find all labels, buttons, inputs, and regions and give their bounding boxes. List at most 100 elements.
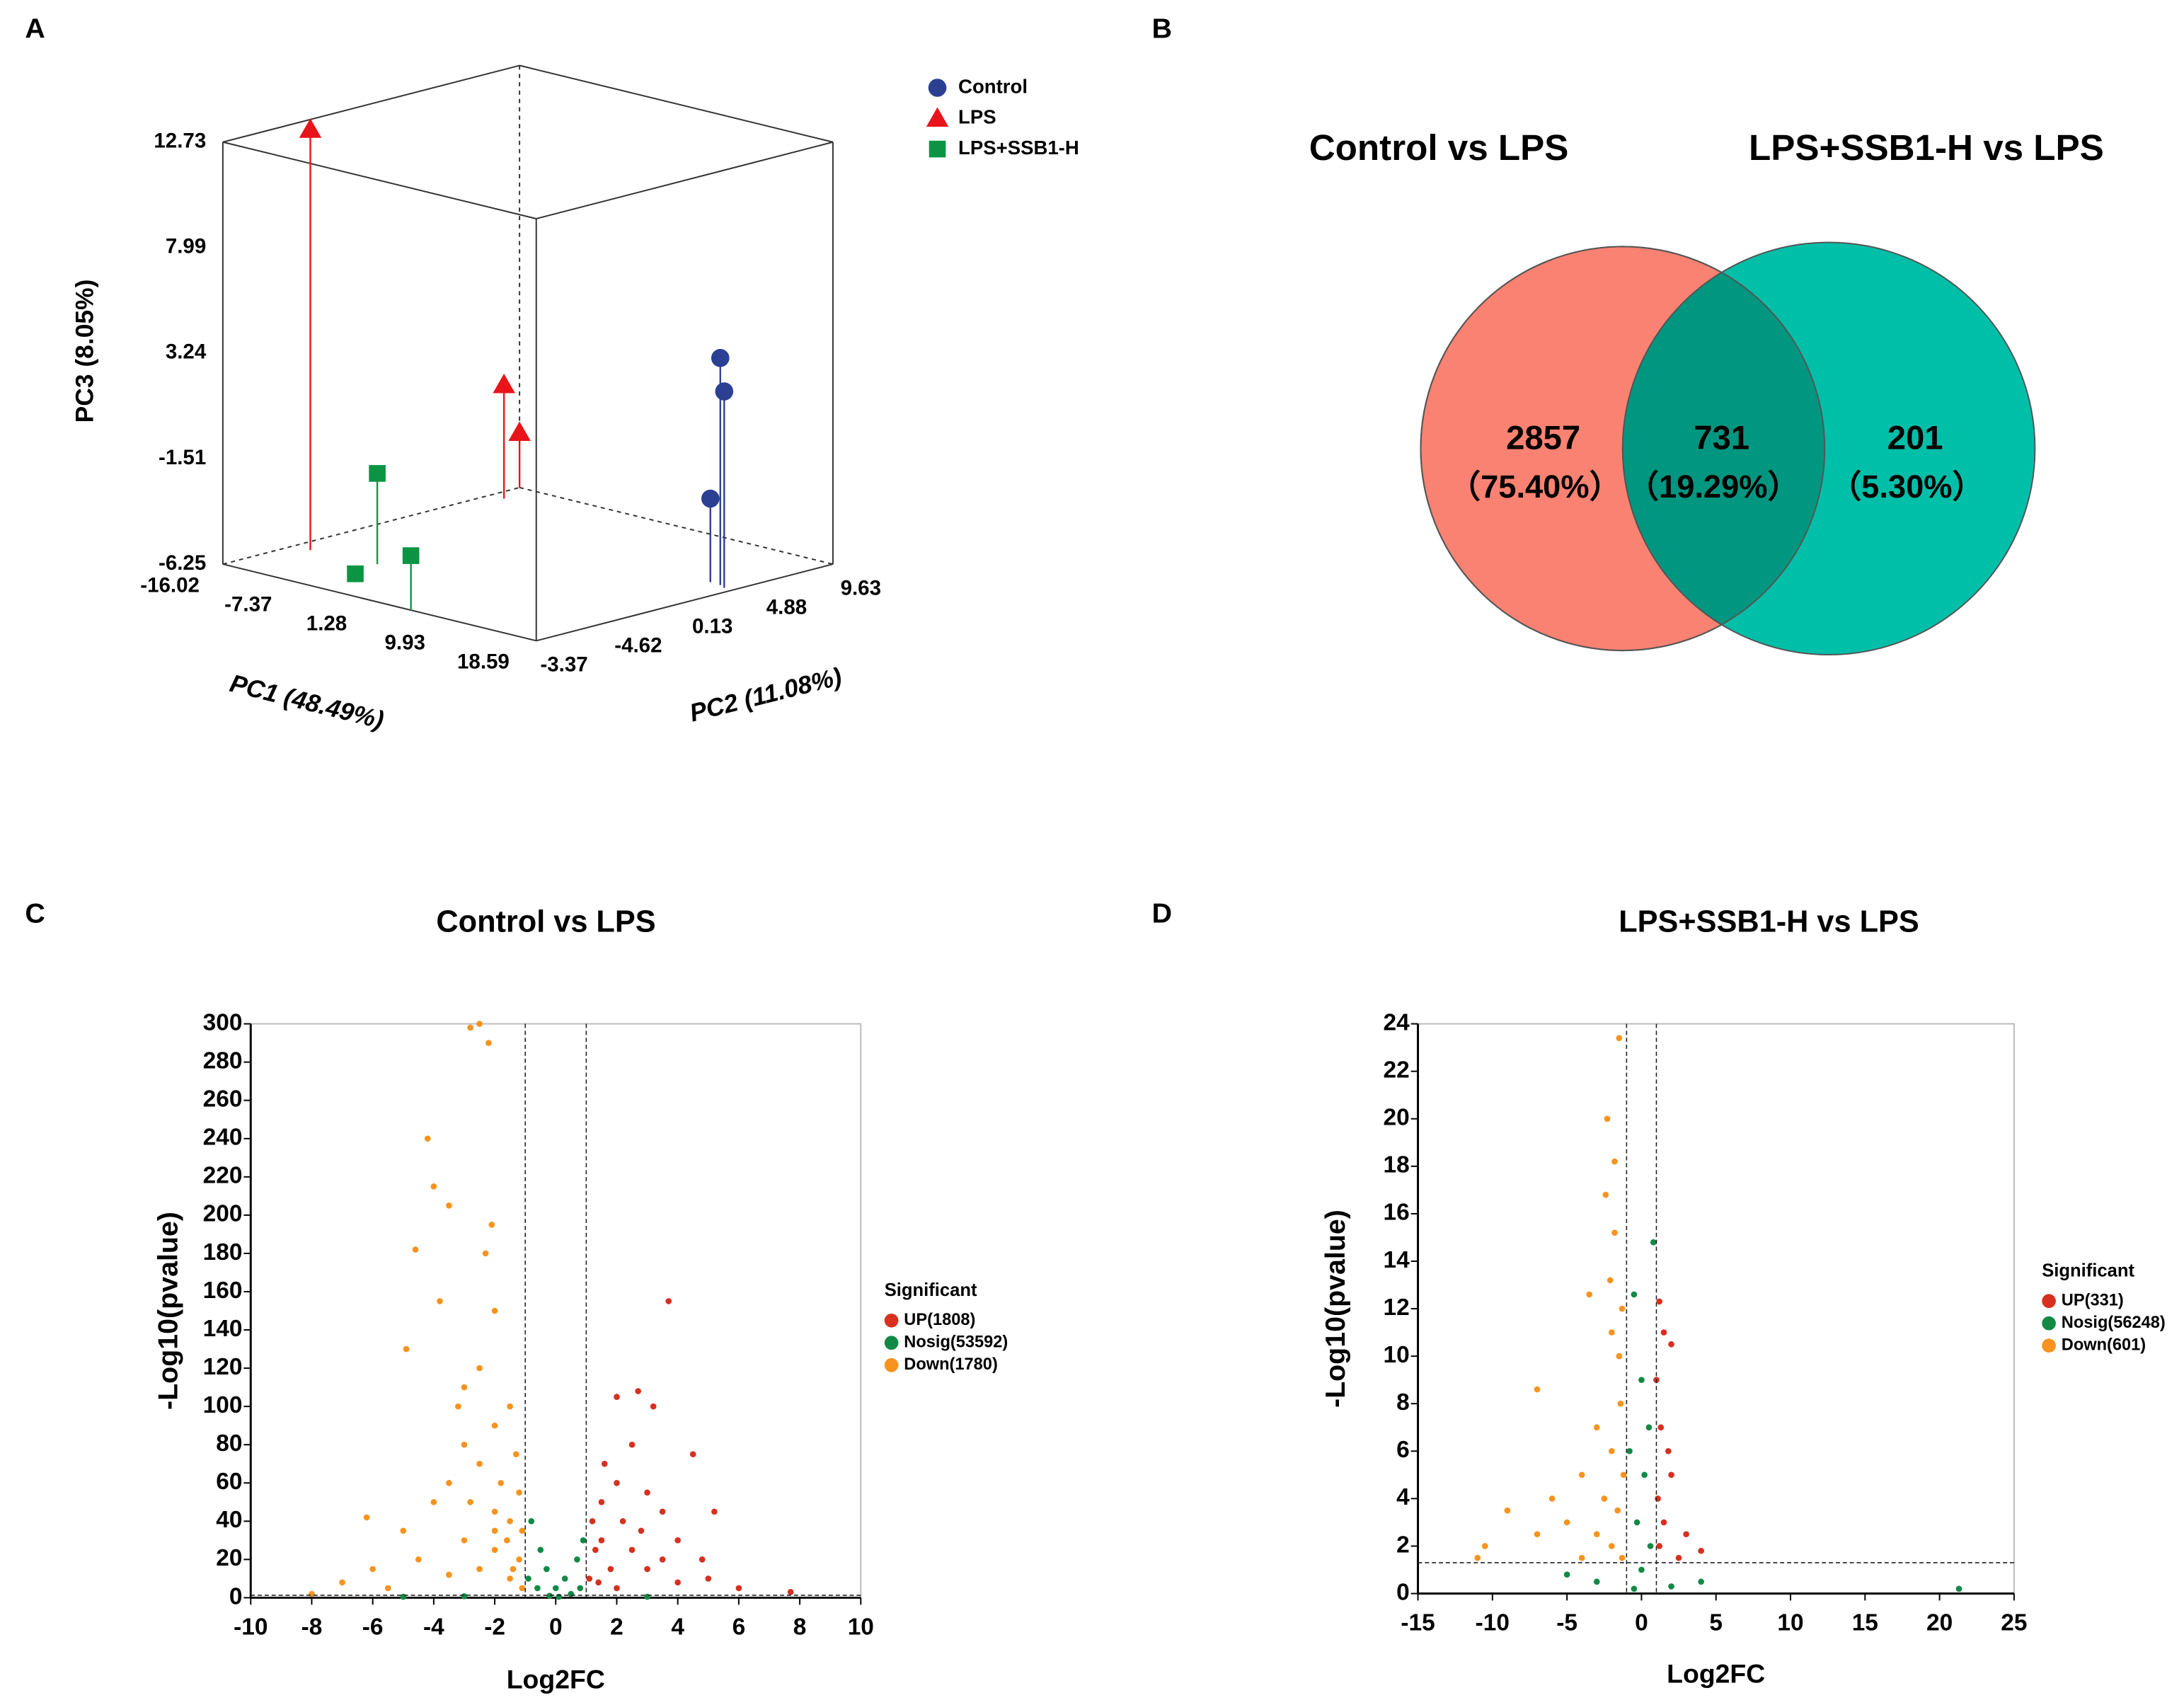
legend-marker (926, 107, 949, 127)
legend-label: LPS (958, 106, 996, 128)
point (595, 1579, 602, 1586)
point (1656, 1543, 1663, 1549)
point (369, 465, 386, 482)
point (1474, 1554, 1481, 1561)
point (528, 1517, 535, 1525)
point (491, 1307, 498, 1314)
point (586, 1575, 593, 1582)
point (534, 1585, 541, 1592)
point (516, 1556, 522, 1563)
point (665, 1298, 672, 1304)
point (1633, 1519, 1640, 1526)
point (493, 373, 515, 394)
point (711, 1508, 718, 1515)
y-tick-label: 240 (203, 1125, 243, 1151)
legend-marker (2042, 1316, 2056, 1331)
point (1586, 1291, 1593, 1298)
y-tick-label: -3.37 (540, 653, 587, 677)
y-tick-label: 120 (203, 1354, 243, 1380)
y-tick-label: 14 (1384, 1247, 1410, 1273)
x-tick-label: 5 (1709, 1610, 1723, 1636)
point (519, 1585, 526, 1592)
point (430, 1498, 437, 1505)
x-tick-label: 18.59 (457, 650, 510, 674)
point (455, 1403, 461, 1410)
x-axis-label: Log2FC (1667, 1659, 1765, 1689)
legend-marker (884, 1313, 899, 1328)
point (650, 1403, 657, 1410)
point (498, 1479, 505, 1486)
x-tick-label: 6 (732, 1614, 746, 1641)
region-percent: （19.29%） (1627, 469, 1800, 505)
point (701, 489, 720, 508)
point (601, 1460, 608, 1467)
y-tick-label: 0.13 (692, 614, 732, 638)
point (556, 1593, 562, 1600)
x-tick-label: 0 (549, 1614, 563, 1641)
y-tick-label: 18 (1384, 1152, 1410, 1178)
point (1675, 1554, 1682, 1561)
point (628, 1441, 636, 1448)
x-tick-label: -8 (301, 1614, 323, 1641)
point (574, 1556, 580, 1563)
legend-label: Down(1780) (904, 1355, 998, 1374)
y-tick-label: 0 (229, 1583, 243, 1609)
point (1604, 1115, 1611, 1123)
point (537, 1546, 544, 1554)
point (476, 1566, 483, 1573)
point (510, 1566, 517, 1573)
y-tick-label: 80 (216, 1430, 242, 1457)
point (1602, 1191, 1609, 1198)
point (1620, 1471, 1627, 1479)
point (1578, 1471, 1585, 1479)
y-tick-label: 200 (203, 1201, 243, 1227)
point (735, 1585, 742, 1592)
panel-letter: D (1152, 897, 1172, 929)
point (1645, 1424, 1653, 1431)
point (482, 1250, 489, 1257)
point (512, 1451, 519, 1458)
box-edge (519, 486, 834, 566)
point (1660, 1519, 1667, 1526)
y-tick-label: 20 (1384, 1105, 1410, 1131)
point (461, 1441, 468, 1448)
x-tick-label: 10 (1777, 1610, 1803, 1636)
point (309, 1590, 315, 1597)
y-axis-label: -Log10(pvalue) (1320, 1210, 1351, 1408)
point (614, 1394, 620, 1400)
point (1631, 1291, 1638, 1298)
x-tick-label: 4 (671, 1614, 684, 1641)
x-tick-label: -6 (362, 1614, 384, 1641)
x-tick-label: -10 (234, 1614, 268, 1641)
point (699, 1556, 706, 1563)
point (369, 1566, 376, 1573)
point (1608, 1447, 1615, 1454)
point (546, 1592, 553, 1600)
point (1481, 1543, 1488, 1549)
point (347, 565, 364, 582)
point (589, 1517, 596, 1525)
point (1698, 1578, 1704, 1585)
point (1655, 1496, 1661, 1502)
point (525, 1575, 531, 1582)
point (507, 1517, 513, 1525)
point (1608, 1329, 1615, 1336)
point (519, 1527, 526, 1534)
point (363, 1514, 370, 1521)
x-tick-label: -5 (1556, 1610, 1577, 1636)
point (619, 1517, 626, 1525)
point (430, 1183, 437, 1190)
point (1534, 1386, 1541, 1393)
y-axis-label: PC2 (11.08%) (686, 662, 844, 728)
legend-label: LPS+SSB1-H (958, 137, 1079, 159)
point (339, 1579, 345, 1586)
y-tick-label: 16 (1384, 1200, 1410, 1226)
legend-marker (929, 140, 946, 158)
panel-letter: C (25, 897, 45, 929)
y-tick-label: 8 (1396, 1389, 1410, 1416)
box-edge (536, 141, 834, 219)
legend-marker (928, 79, 947, 97)
point (1656, 1298, 1663, 1305)
point (507, 1575, 513, 1582)
